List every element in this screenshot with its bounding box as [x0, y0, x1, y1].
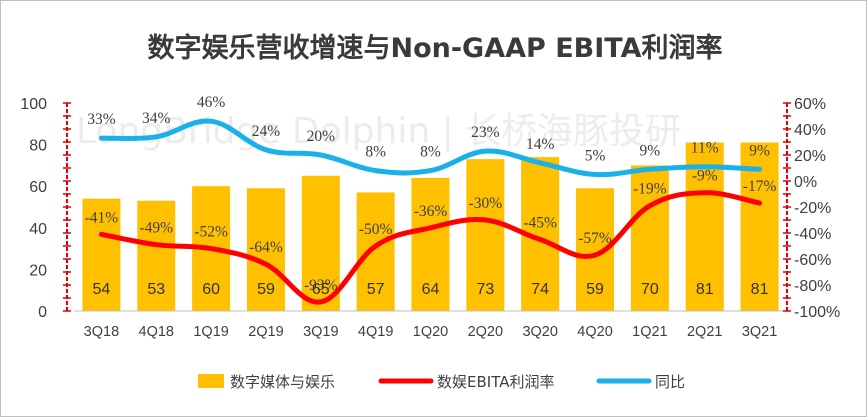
y-left-tick-label: 40: [29, 221, 47, 238]
margin-value-label: -36%: [414, 203, 448, 220]
x-tick-label: 2Q21: [687, 324, 722, 340]
y-left-tick-label: 80: [29, 138, 47, 155]
y-right-tick-label: -80%: [794, 278, 831, 295]
x-tick-label: 4Q20: [577, 324, 612, 340]
margin-value-label: -17%: [743, 178, 777, 195]
bar-value-label: 73: [476, 281, 494, 298]
bar-3Q18: [82, 198, 121, 311]
margin-value-label: -30%: [469, 195, 503, 212]
y-left-tick-label: 20: [29, 262, 47, 279]
chart-title: 数字娱乐营收增速与Non-GAAP EBITA利润率: [147, 32, 722, 64]
bar-3Q19: [301, 175, 340, 311]
y-right-tick-label: -20%: [794, 200, 831, 217]
bar-1Q21: [630, 165, 669, 311]
margin-value-label: -52%: [194, 224, 228, 241]
margin-value-label: -19%: [633, 181, 667, 198]
bar-value-label: 57: [367, 281, 385, 298]
x-tick-label: 1Q19: [193, 324, 228, 340]
yoy-line: [98, 118, 763, 178]
bar-value-label: 60: [202, 281, 220, 298]
yoy-value-label: 23%: [471, 124, 500, 141]
x-tick-label: 2Q20: [468, 324, 503, 340]
line-series: [98, 118, 763, 305]
margin-value-label: -64%: [249, 239, 283, 256]
bar-value-label: 81: [751, 281, 769, 298]
bar-value-label: 54: [93, 281, 111, 298]
x-tick-label: 3Q20: [522, 324, 557, 340]
y-right-tick-label: -100%: [794, 304, 840, 321]
yoy-value-label: 5%: [585, 148, 606, 165]
margin-value-label: -9%: [692, 168, 718, 185]
bar-value-label: 59: [257, 281, 275, 298]
margin-value-label: -50%: [359, 221, 393, 238]
yoy-value-label: 8%: [365, 144, 386, 161]
margin-value-label: -49%: [139, 220, 173, 237]
yoy-value-label: 11%: [691, 140, 719, 157]
x-tick-label: 3Q21: [742, 324, 777, 340]
bar-value-label: 74: [531, 281, 549, 298]
legend-bar-swatch: [198, 374, 224, 388]
yoy-value-label: 9%: [749, 142, 770, 159]
y-left-tick-label: 60: [29, 179, 47, 196]
legend-margin-label: 数娱EBITA利润率: [437, 373, 554, 391]
y-right-tick-label: 60%: [794, 96, 826, 113]
bar-4Q19: [356, 192, 395, 311]
yoy-value-label: 46%: [197, 94, 226, 111]
bar-series: [82, 142, 779, 311]
bar-4Q18: [137, 200, 176, 311]
y-left-tick-label: 0: [38, 304, 47, 321]
bar-2Q20: [466, 159, 505, 311]
data-labels: 54 53 60 59 65 57 64 73 74 59 70 81 81 33% 34% 46% 24% 20…: [85, 94, 777, 298]
bar-value-label: 59: [586, 281, 604, 298]
margin-value-label: -57%: [578, 230, 612, 247]
margin-value-label: -93%: [304, 277, 338, 294]
x-tick-label: 1Q20: [413, 324, 448, 340]
y-left-tick-label: 100: [20, 96, 47, 113]
margin-line: [98, 190, 763, 305]
x-tick-label: 3Q19: [303, 324, 338, 340]
x-tick-label: 4Q18: [139, 324, 174, 340]
x-tick-label: 3Q18: [84, 324, 119, 340]
y-right-tick-label: -60%: [794, 252, 831, 269]
x-tick-label: 2Q19: [248, 324, 283, 340]
bar-value-label: 81: [696, 281, 714, 298]
bar-2Q19: [246, 188, 285, 311]
yoy-value-label: 20%: [307, 128, 336, 145]
x-tick-label: 4Q19: [358, 324, 393, 340]
legend: 数字媒体与娱乐 数娱EBITA利润率 同比: [198, 373, 685, 391]
yoy-value-label: 24%: [252, 123, 281, 140]
y-right-tick-label: 0%: [794, 174, 817, 191]
bar-value-label: 64: [422, 281, 440, 298]
x-tick-label: 1Q21: [632, 324, 667, 340]
bar-2Q21: [685, 142, 724, 311]
axes: 0 20 40 60 80 100 -100% -80% -60% -40% -20% 0% 20% 40…: [20, 96, 840, 340]
bar-value-label: 53: [147, 281, 165, 298]
yoy-value-label: 8%: [420, 144, 441, 161]
bar-1Q20: [411, 177, 450, 311]
yoy-value-label: 9%: [640, 142, 661, 159]
yoy-value-label: 33%: [87, 111, 116, 128]
legend-yoy-label: 同比: [655, 373, 685, 391]
margin-value-label: -45%: [523, 215, 557, 232]
yoy-value-label: 34%: [142, 110, 171, 127]
y-right-tick-label: 20%: [794, 148, 826, 165]
y-right-tick-label: 40%: [794, 122, 826, 139]
bar-value-label: 70: [641, 281, 659, 298]
margin-value-label: -41%: [85, 209, 119, 226]
bar-value-label: 65: [312, 281, 330, 298]
legend-bar-label: 数字媒体与娱乐: [230, 373, 335, 391]
y-right-tick-label: -40%: [794, 226, 831, 243]
yoy-value-label: 14%: [526, 136, 555, 153]
